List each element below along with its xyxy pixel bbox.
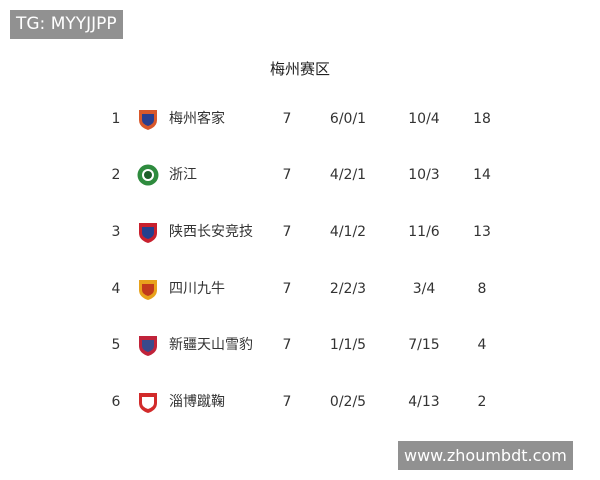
rank: 3 — [111, 224, 121, 240]
goals: 11/6 — [408, 224, 440, 240]
team-name: 淄博蹴鞠 — [169, 394, 225, 410]
goals: 7/15 — [408, 337, 440, 353]
played: 7 — [282, 224, 292, 240]
played: 7 — [282, 394, 292, 410]
win-draw-loss: 6/0/1 — [329, 111, 367, 127]
goals: 10/3 — [408, 167, 440, 183]
played: 7 — [282, 281, 292, 297]
team-name: 陕西长安竞技 — [169, 224, 253, 240]
points: 13 — [473, 224, 491, 240]
rank: 1 — [111, 111, 121, 127]
win-draw-loss: 2/2/3 — [329, 281, 367, 297]
goals: 4/13 — [408, 394, 440, 410]
played: 7 — [282, 337, 292, 353]
table-title: 梅州赛区 — [269, 60, 330, 78]
goals: 10/4 — [408, 111, 440, 127]
rank: 2 — [111, 167, 121, 183]
win-draw-loss: 0/2/5 — [329, 394, 367, 410]
rank: 6 — [111, 394, 121, 410]
team-logo — [139, 336, 157, 356]
team-logo — [139, 110, 157, 130]
team-logo — [137, 164, 159, 186]
points: 8 — [477, 281, 487, 297]
team-name: 四川九牛 — [169, 281, 225, 297]
rank: 5 — [111, 337, 121, 353]
team-name: 梅州客家 — [169, 111, 225, 127]
rank: 4 — [111, 281, 121, 297]
points: 18 — [473, 111, 491, 127]
watermark: TG: MYYJJPP — [10, 10, 123, 39]
team-logo — [139, 393, 157, 413]
team-logo — [139, 223, 157, 243]
watermark: www.zhoumbdt.com — [398, 441, 573, 470]
goals: 3/4 — [412, 281, 436, 297]
played: 7 — [282, 111, 292, 127]
played: 7 — [282, 167, 292, 183]
win-draw-loss: 4/1/2 — [329, 224, 367, 240]
team-logo — [139, 280, 157, 300]
win-draw-loss: 4/2/1 — [329, 167, 367, 183]
points: 4 — [477, 337, 487, 353]
team-name: 浙江 — [169, 167, 197, 183]
points: 14 — [473, 167, 491, 183]
points: 2 — [477, 394, 487, 410]
team-name: 新疆天山雪豹 — [169, 337, 253, 353]
win-draw-loss: 1/1/5 — [329, 337, 367, 353]
